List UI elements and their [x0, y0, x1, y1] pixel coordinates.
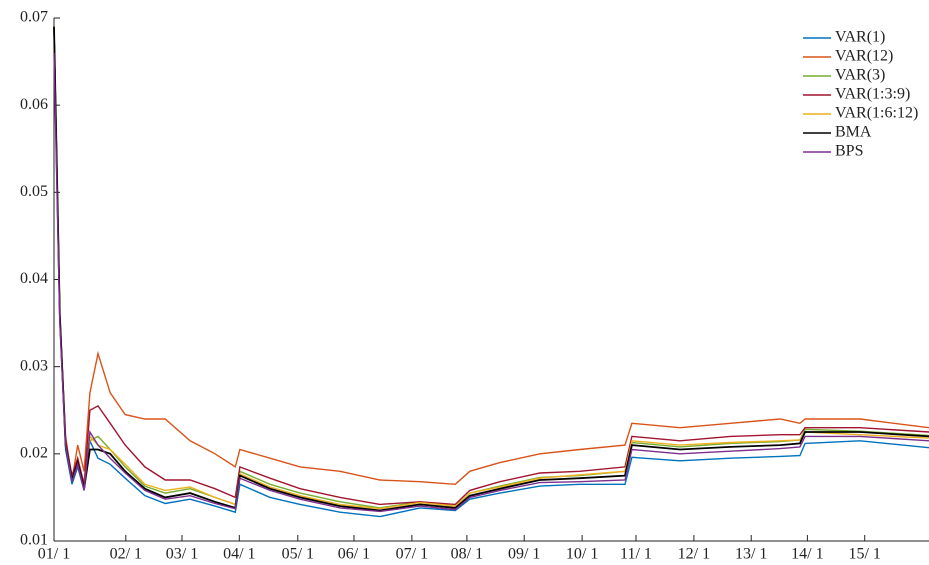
legend-label: VAR(1:6:12) [835, 105, 918, 122]
y-tick-label: 0.02 [20, 445, 48, 462]
x-tick-label: 10/ 1 [566, 546, 598, 563]
x-tick-label: 05/ 1 [282, 546, 314, 563]
legend-label: BPS [835, 143, 863, 160]
series-line [53, 26, 929, 486]
x-tick-label: 04/ 1 [223, 546, 255, 563]
x-tick-label: 12/ 1 [678, 546, 710, 563]
series-line [53, 26, 929, 512]
legend-label: VAR(1:3:9) [835, 86, 910, 103]
x-tick-label: 14/ 1 [791, 546, 823, 563]
x-tick-label: 08/ 1 [451, 546, 483, 563]
y-tick-label: 0.06 [20, 96, 48, 113]
legend-label: VAR(1) [835, 29, 885, 46]
y-tick-label: 0.05 [20, 183, 48, 200]
x-tick-label: 07/ 1 [396, 546, 428, 563]
x-tick-label: 11/ 1 [620, 546, 652, 563]
x-tick-label: 09/ 1 [508, 546, 540, 563]
y-tick-label: 0.04 [20, 270, 48, 287]
x-tick-label: 01/ 1 [38, 546, 70, 563]
legend-label: VAR(3) [835, 67, 885, 84]
x-tick-label: 02/ 1 [110, 546, 142, 563]
x-tick-label: 03/ 1 [166, 546, 198, 563]
y-tick-label: 0.03 [20, 357, 48, 374]
x-tick-label: 15/ 1 [848, 546, 880, 563]
y-tick-label: 0.01 [20, 532, 48, 549]
series-line [53, 26, 929, 506]
legend-label: BMA [835, 124, 872, 141]
y-tick-label: 0.07 [20, 9, 48, 26]
x-tick-label: 06/ 1 [338, 546, 370, 563]
legend-label: VAR(12) [835, 48, 893, 65]
x-tick-label: 13/ 1 [735, 546, 767, 563]
series-line [53, 52, 929, 513]
